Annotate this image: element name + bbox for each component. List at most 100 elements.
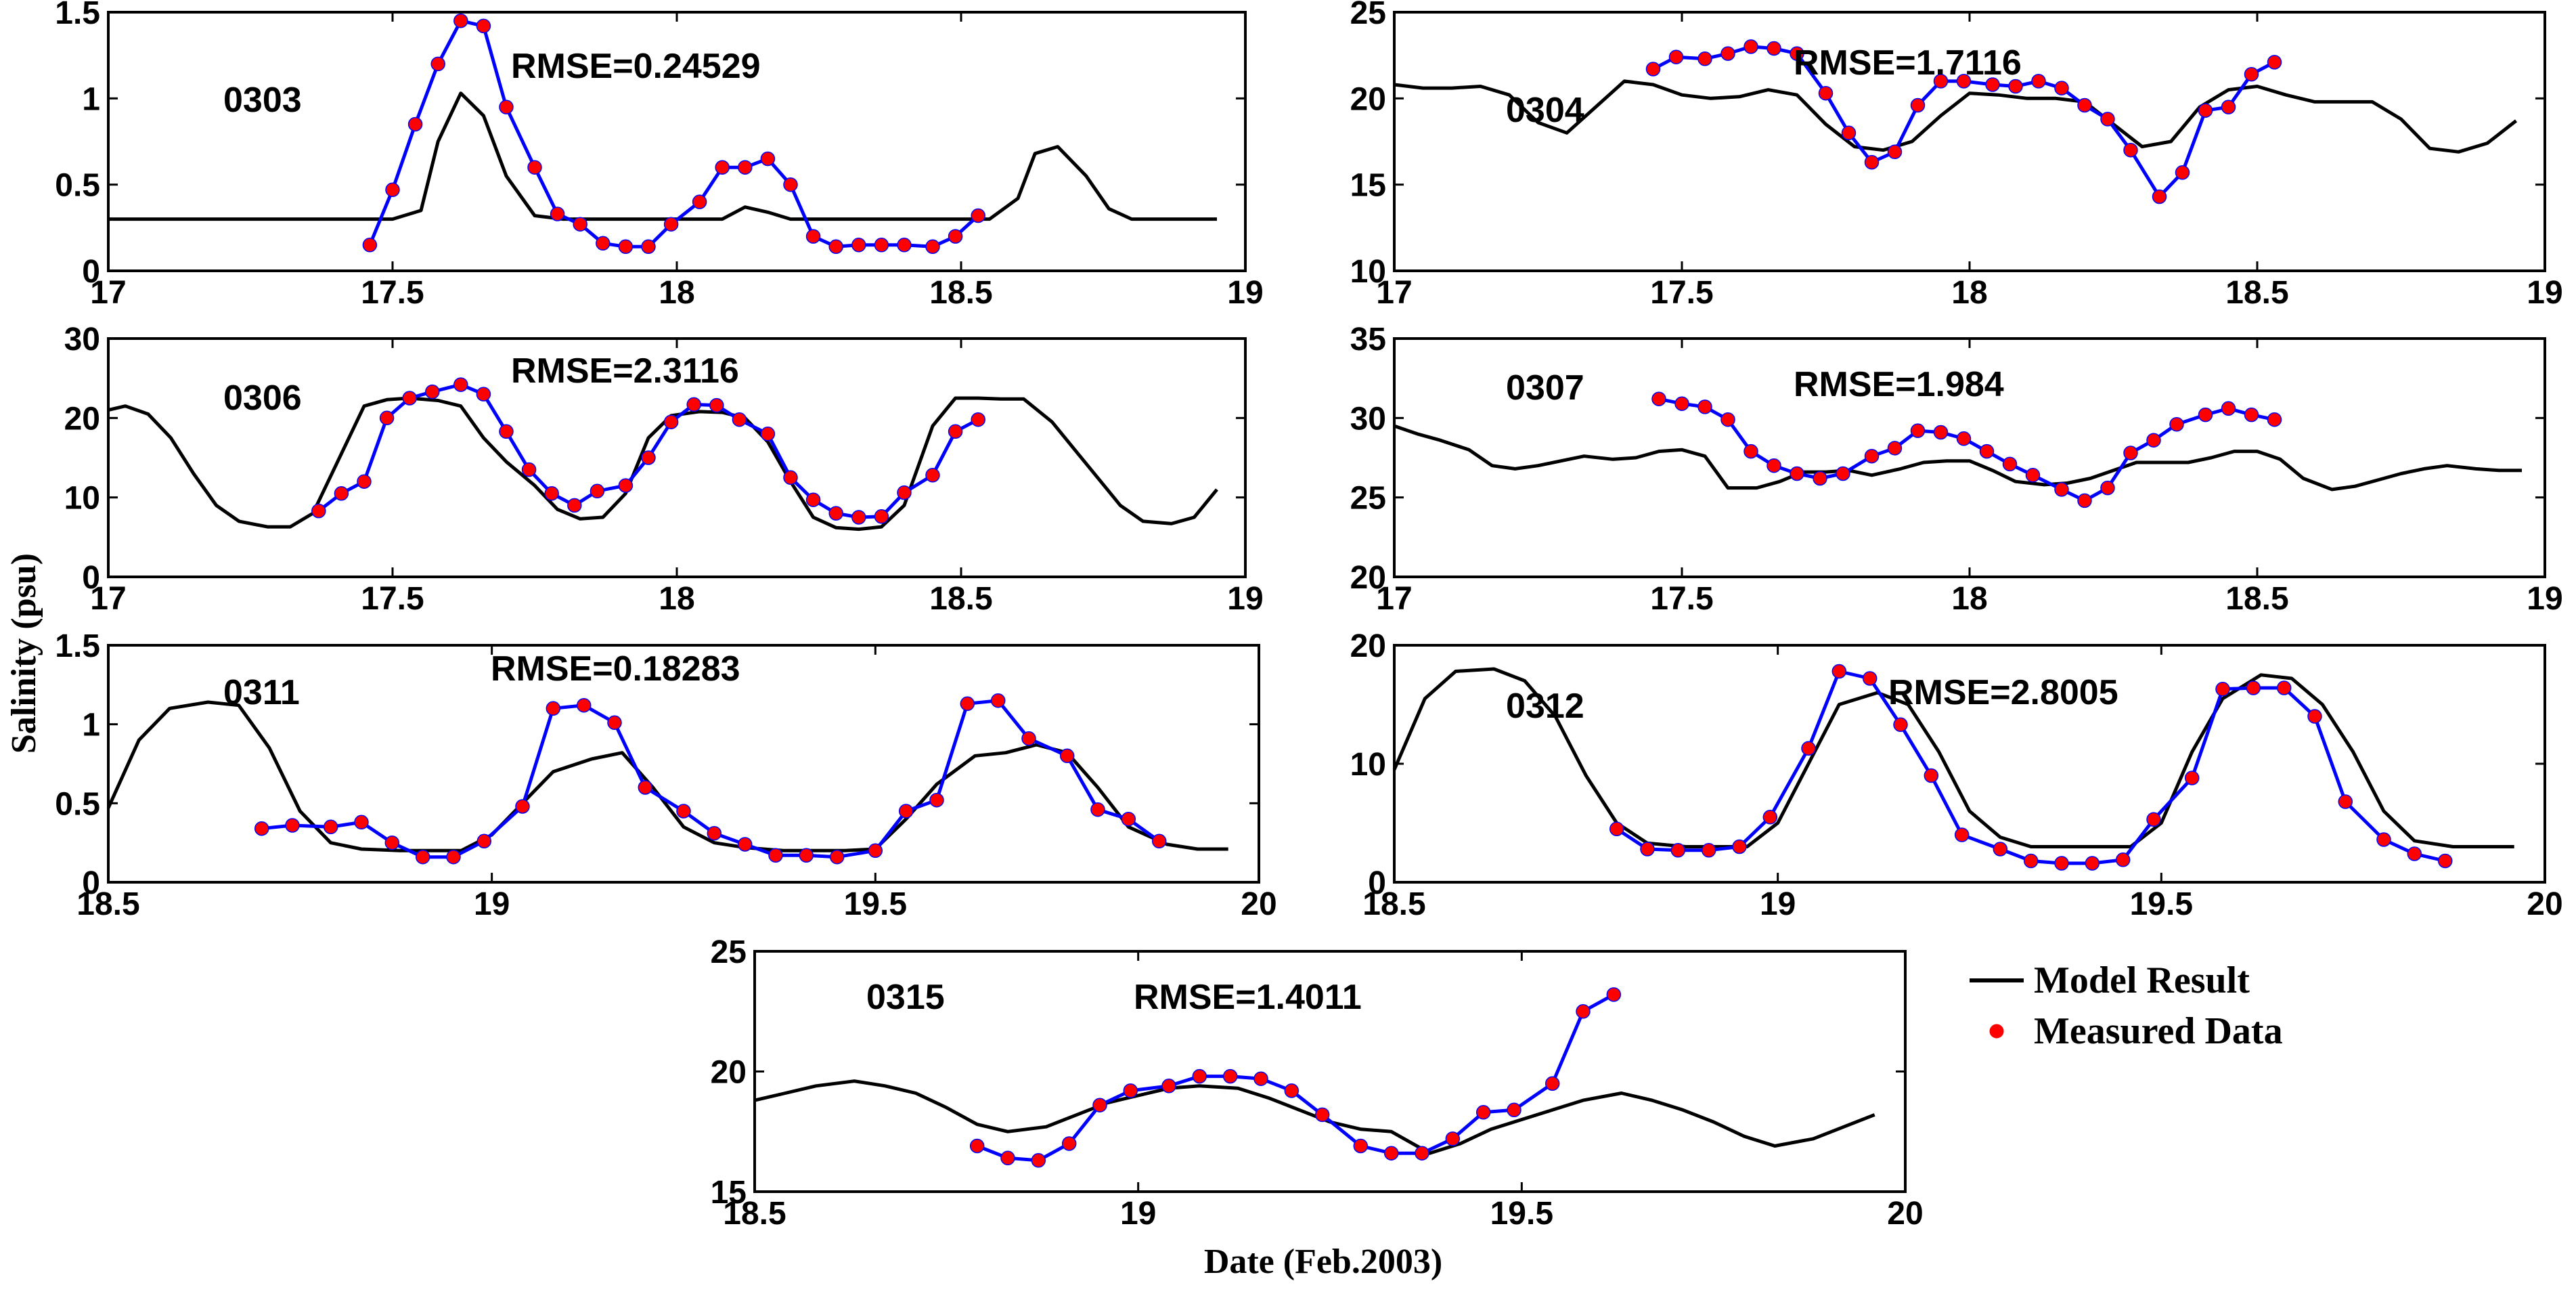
measured-point: [1651, 391, 1666, 406]
measured-point: [1933, 425, 1949, 440]
y-tick-label: 10: [1350, 747, 1386, 783]
measured-point: [829, 849, 845, 865]
measured-point: [2184, 771, 2200, 785]
measured-point: [1893, 717, 1908, 733]
measured-point: [1836, 466, 1850, 481]
measured-point: [1954, 827, 1970, 842]
measured-point: [1864, 154, 1880, 170]
measured-point: [2123, 446, 2138, 460]
measured-point: [1956, 74, 1972, 89]
measured-point: [379, 410, 395, 426]
measured-point: [515, 799, 530, 814]
measured-point: [925, 239, 940, 255]
y-tick-label: 25: [1350, 481, 1386, 517]
measured-point: [805, 229, 821, 244]
y-tick-label: 20: [1350, 81, 1386, 117]
measured-point: [1790, 466, 1804, 481]
measured-point: [2123, 142, 2138, 158]
station-label: 0315: [866, 978, 945, 1017]
measured-point: [638, 780, 653, 795]
y-tick-label: 1.5: [55, 0, 100, 31]
y-tick-label: 0.5: [55, 786, 100, 822]
measured-point: [476, 833, 492, 849]
measured-point: [357, 474, 372, 489]
measured-point: [1123, 1083, 1138, 1098]
measured-point: [1697, 51, 1712, 66]
x-tick-label: 17.5: [1650, 581, 1713, 617]
measured-point: [641, 239, 656, 255]
measured-point: [2085, 856, 2100, 871]
measured-point: [874, 238, 889, 253]
measured-point: [285, 818, 300, 833]
measured-point: [2031, 74, 2046, 89]
panel-0307: 17 17.5 18 18.5 19 20 25 30 35 0307 RMSE=1.984: [1350, 322, 2563, 617]
x-tick-label: 17: [90, 275, 126, 311]
measured-point: [663, 217, 679, 232]
measured-point: [2077, 98, 2092, 113]
y-tick-label: 20: [64, 401, 100, 437]
x-tick-label: 18: [1951, 581, 1987, 617]
measured-point: [799, 848, 814, 863]
measured-point: [402, 391, 417, 406]
panel-0304: 17 17.5 18 18.5 19 10 15 20 25 0304 RMSE=1.7116: [1350, 0, 2563, 311]
measured-point: [2115, 852, 2131, 867]
x-tick-label: 18.5: [2225, 275, 2288, 311]
measured-point: [1645, 62, 1661, 77]
measured-point: [1818, 85, 1834, 101]
measured-point: [2215, 682, 2230, 697]
measured-point: [2276, 680, 2292, 695]
measured-point: [1762, 810, 1778, 825]
model-result-line: [108, 396, 1218, 532]
y-axis-label: Salinity (psu): [5, 553, 43, 754]
plot-frame: [107, 644, 1260, 884]
measured-point: [527, 160, 542, 175]
measured-point: [618, 239, 634, 255]
measured-point: [783, 470, 798, 485]
measured-point: [663, 414, 679, 429]
y-tick-label: 35: [1350, 322, 1386, 358]
measured-point: [2054, 856, 2069, 871]
measured-point: [1445, 1131, 1461, 1146]
y-tick-label: 25: [711, 934, 747, 970]
measured-point: [1284, 1083, 1300, 1098]
measured-point: [1092, 1098, 1107, 1112]
measured-point: [521, 462, 537, 477]
measured-point: [1910, 423, 1926, 438]
measured-point: [2008, 79, 2023, 94]
measured-point: [2054, 81, 2069, 95]
measured-point: [2152, 189, 2167, 204]
measured-point: [323, 819, 338, 835]
x-tick-label: 19: [1227, 581, 1263, 617]
x-tick-label: 18.5: [723, 1196, 786, 1232]
measured-point: [618, 478, 634, 493]
measured-point: [737, 837, 753, 852]
measured-point: [2267, 412, 2282, 427]
measured-point: [707, 825, 722, 841]
measured-point: [828, 239, 843, 255]
y-tick-label: 0.5: [55, 168, 100, 204]
measured-point: [925, 468, 940, 483]
measured-point: [1507, 1102, 1522, 1118]
x-tick-label: 18.5: [929, 275, 992, 311]
measured-point: [1670, 843, 1686, 858]
x-tick-label: 17.5: [361, 275, 424, 311]
measured-point: [2025, 468, 2041, 483]
measured-point: [407, 116, 423, 132]
measured-point: [783, 177, 798, 192]
measured-point: [2146, 812, 2161, 827]
measured-point: [499, 424, 514, 439]
x-tick-label: 18: [659, 581, 694, 617]
measured-point: [1732, 839, 1747, 854]
measured-point: [971, 412, 985, 427]
measured-point: [476, 387, 491, 402]
measured-point: [2077, 493, 2092, 508]
measured-point: [2100, 480, 2115, 496]
measured-point: [2221, 401, 2236, 416]
model-result-line: [1394, 424, 2522, 492]
measured-point: [1813, 471, 1827, 486]
y-tick-label: 0: [82, 865, 100, 901]
x-tick-label: 17: [1376, 581, 1412, 617]
measured-point: [1640, 842, 1655, 857]
measured-point: [1767, 41, 1781, 56]
